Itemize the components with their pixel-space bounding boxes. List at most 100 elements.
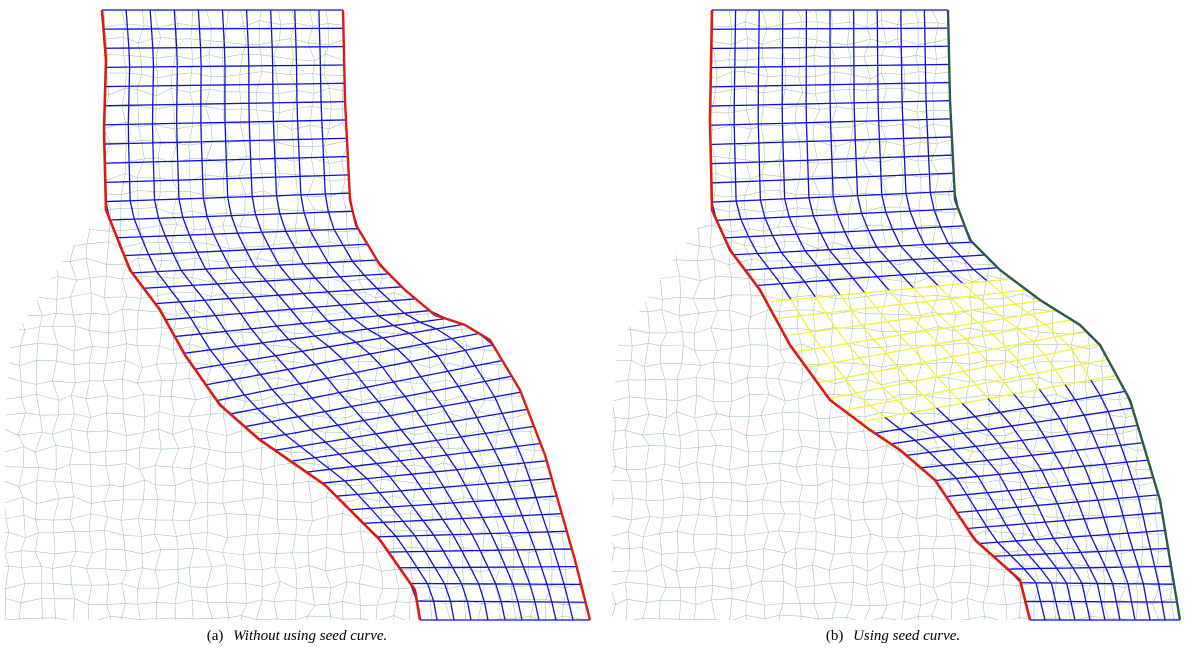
- mesh-edge: [19, 74, 20, 95]
- mesh-edge: [154, 520, 155, 534]
- mesh-edge: [392, 496, 394, 515]
- mesh-edge: [596, 213, 600, 225]
- mesh-edge: [682, 20, 699, 27]
- quad-edge: [447, 455, 457, 470]
- mesh-edge: [108, 431, 126, 436]
- mesh-edge: [1022, 211, 1033, 214]
- quad-edge: [303, 294, 315, 308]
- mesh-edge: [562, 605, 563, 617]
- mesh-edge: [6, 90, 8, 111]
- mesh-edge: [678, 89, 694, 90]
- mesh-edge: [315, 176, 330, 180]
- mesh-edge: [616, 24, 630, 25]
- mesh-edge: [138, 258, 142, 276]
- mesh-edge: [682, 20, 683, 41]
- mesh-edge: [584, 550, 585, 565]
- mesh-edge: [644, 176, 664, 179]
- mesh-edge: [1085, 211, 1089, 231]
- mesh-edge: [279, 378, 292, 382]
- mesh-edge: [549, 243, 563, 246]
- mesh-edge: [564, 0, 565, 10]
- mesh-edge: [90, 229, 110, 231]
- mesh-edge: [137, 380, 162, 383]
- mesh-edge: [226, 262, 227, 280]
- quad-edge: [484, 602, 488, 620]
- mesh-edge: [951, 229, 952, 242]
- quad-edge: [325, 193, 349, 194]
- mesh-edge: [37, 191, 38, 209]
- mesh-edge: [144, 417, 145, 432]
- mesh-edge: [712, 41, 732, 44]
- quad-edge: [340, 277, 353, 290]
- quad-edge: [193, 285, 205, 300]
- mesh-edge: [280, 173, 295, 174]
- mesh-edge: [580, 55, 597, 57]
- mesh-edge: [156, 618, 157, 633]
- mesh-edge: [767, 25, 780, 28]
- mesh-edge: [342, 0, 346, 10]
- mesh-edge: [192, 211, 194, 230]
- mesh-edge: [1034, 127, 1039, 139]
- mesh-edge: [397, 262, 400, 276]
- mesh-edge: [90, 23, 93, 37]
- mesh-edge: [553, 634, 568, 638]
- quad-edge: [277, 326, 289, 339]
- mesh-edge: [449, 193, 461, 196]
- mesh-edge: [1176, 74, 1188, 78]
- mesh-edge: [563, 244, 585, 246]
- mesh-edge: [1170, 143, 1188, 144]
- quad-edge: [412, 474, 422, 489]
- mesh-edge: [717, 72, 732, 78]
- mesh-edge: [783, 278, 800, 282]
- mesh-edge: [938, 140, 952, 144]
- mesh-edge: [1120, 109, 1140, 111]
- mesh-edge: [155, 485, 158, 500]
- mesh-edge: [596, 95, 598, 112]
- mesh-edge: [57, 297, 71, 300]
- quad-edge: [193, 284, 218, 285]
- mesh-edge: [89, 330, 93, 346]
- mesh-edge: [647, 241, 664, 245]
- mesh-edge: [568, 468, 569, 481]
- mesh-edge: [240, 92, 256, 93]
- mesh-edge: [280, 582, 297, 589]
- mesh-edge: [240, 92, 242, 109]
- mesh-edge: [294, 481, 309, 483]
- mesh-edge: [42, 179, 59, 180]
- mesh-edge: [680, 276, 681, 297]
- mesh-edge: [342, 180, 345, 192]
- mesh-edge: [1089, 210, 1105, 212]
- mesh-edge: [531, 210, 532, 231]
- mesh-edge: [448, 227, 450, 242]
- mesh-edge: [349, 428, 359, 432]
- mesh-edge: [86, 396, 108, 399]
- mesh-edge: [831, 43, 848, 45]
- mesh-edge: [464, 600, 466, 621]
- mesh-edge: [36, 141, 57, 144]
- mesh-edge: [683, 41, 700, 44]
- mesh-edge: [716, 61, 717, 78]
- mesh-edge: [479, 327, 496, 332]
- mesh-edge: [481, 276, 483, 295]
- mesh-edge: [74, 531, 76, 551]
- mesh-edge: [122, 309, 124, 331]
- mesh-edge: [1156, 111, 1170, 112]
- mesh-edge: [882, 180, 887, 195]
- mesh-edge: [427, 142, 432, 160]
- mesh-edge: [567, 128, 580, 129]
- mesh-edge: [1055, 0, 1057, 5]
- mesh-edge: [42, 277, 58, 281]
- quad-edge: [295, 28, 296, 46]
- mesh-edge: [1142, 230, 1143, 243]
- mesh-edge: [410, 513, 432, 518]
- quad-edge: [425, 551, 435, 567]
- mesh-edge: [276, 260, 292, 262]
- mesh-edge: [257, 247, 264, 259]
- mesh-edge: [375, 139, 381, 161]
- mesh-edge: [329, 123, 342, 129]
- mesh-edge: [464, 261, 465, 276]
- mesh-edge: [310, 125, 313, 146]
- mesh-edge: [715, 173, 716, 195]
- quad-edge: [272, 47, 273, 66]
- mesh-edge: [329, 294, 347, 295]
